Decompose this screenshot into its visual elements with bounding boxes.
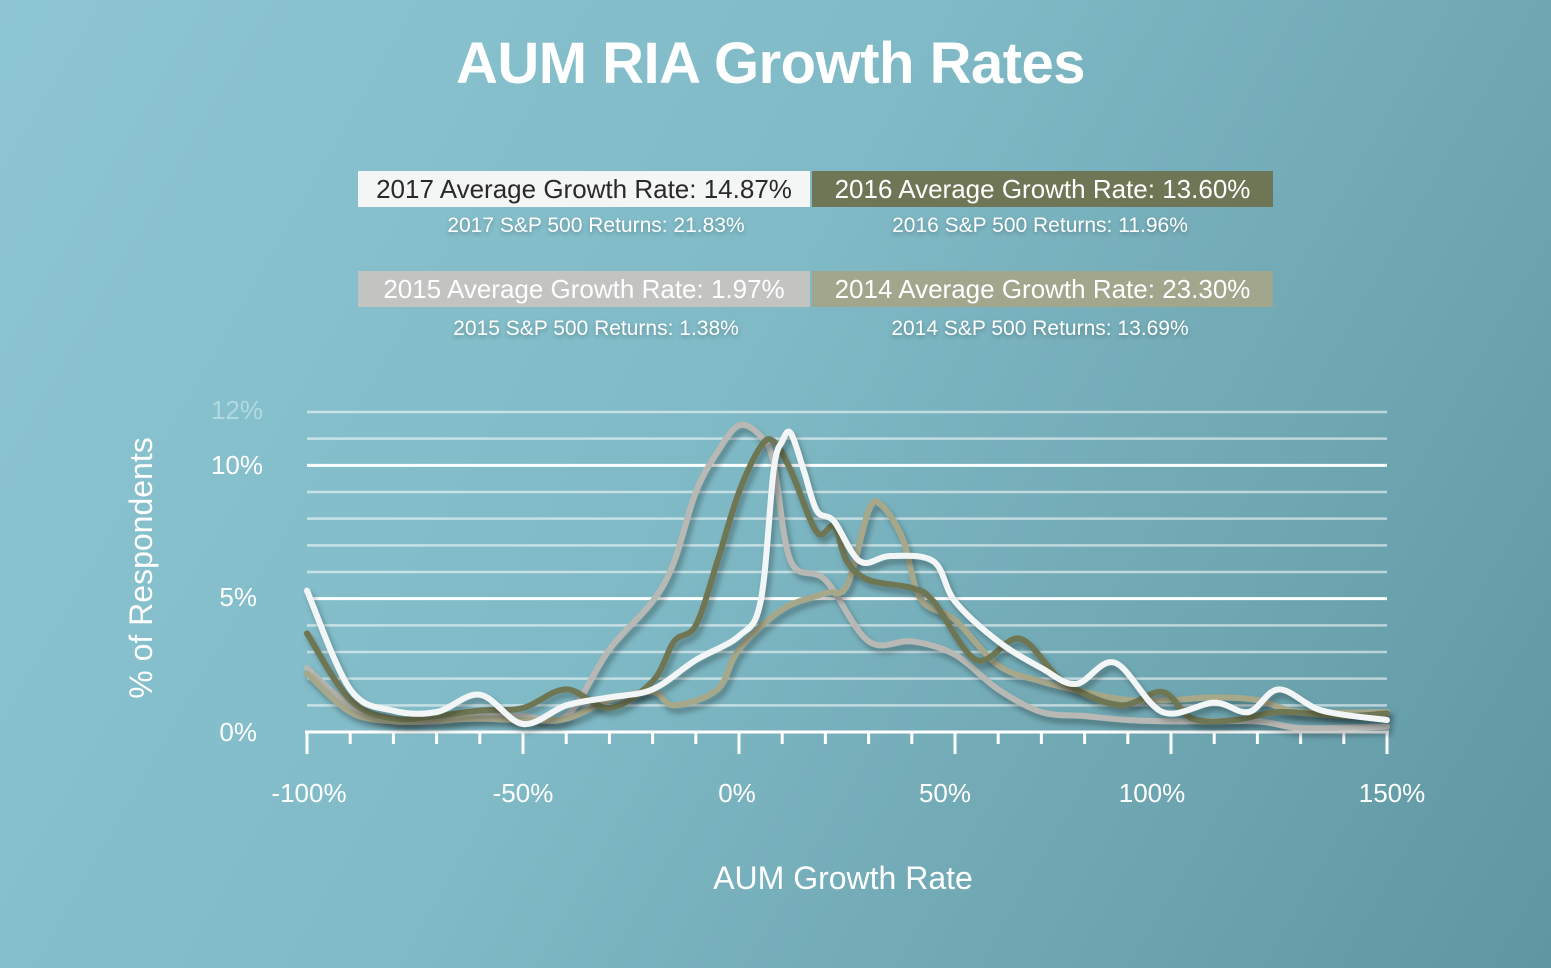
- y-tick-12: 12%: [211, 395, 263, 425]
- series-line-2015: [304, 421, 1390, 732]
- series-lines: [304, 421, 1390, 732]
- x-axis-label: AUM Growth Rate: [713, 860, 973, 896]
- x-tick-0: 0%: [718, 778, 756, 808]
- x-axis: [305, 730, 1389, 754]
- x-tick-50: 50%: [919, 778, 971, 808]
- x-tick-150: 150%: [1359, 778, 1426, 808]
- legend-2017: 2017 Average Growth Rate: 14.87%: [358, 171, 810, 207]
- y-tick-0: 0%: [219, 717, 257, 747]
- x-tick--50: -50%: [493, 778, 554, 808]
- chart-title: AUM RIA Growth Rates: [455, 31, 1086, 96]
- legend-2016-sp500: 2016 S&P 500 Returns: 11.96%: [892, 214, 1188, 237]
- legend-2014-sp500: 2014 S&P 500 Returns: 13.69%: [891, 317, 1189, 340]
- x-tick-100: 100%: [1119, 778, 1186, 808]
- y-axis-label: % of Respondents: [123, 437, 159, 699]
- gridlines: [307, 410, 1387, 707]
- series-line-2016: [304, 436, 1390, 725]
- legend-2015-sp500: 2015 S&P 500 Returns: 1.38%: [453, 317, 739, 340]
- legend-2014: 2014 Average Growth Rate: 23.30%: [812, 271, 1273, 307]
- series-line-2017: [304, 428, 1390, 728]
- x-tick--100: -100%: [271, 778, 346, 808]
- legend-2015: 2015 Average Growth Rate: 1.97%: [358, 271, 810, 307]
- legend-2017-sp500: 2017 S&P 500 Returns: 21.83%: [447, 214, 745, 237]
- y-tick-10: 10%: [211, 450, 263, 480]
- y-tick-5: 5%: [219, 582, 257, 612]
- legend-2016: 2016 Average Growth Rate: 13.60%: [812, 171, 1273, 207]
